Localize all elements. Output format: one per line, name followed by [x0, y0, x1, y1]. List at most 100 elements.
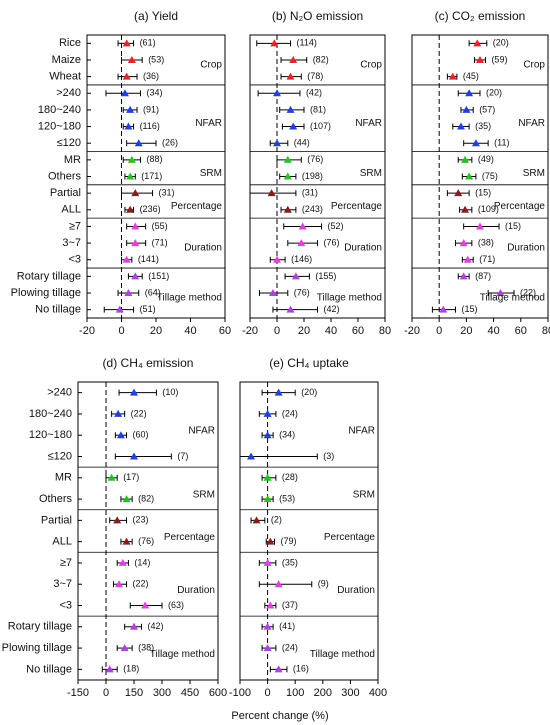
marker: [465, 172, 474, 180]
marker: [115, 580, 124, 588]
sample-size: (82): [313, 54, 329, 64]
group-label: SRM: [193, 489, 215, 500]
y-tick-label: No tillage: [35, 304, 81, 316]
marker: [122, 255, 131, 263]
marker: [461, 155, 470, 163]
sample-size: (109): [478, 204, 499, 214]
marker: [107, 473, 116, 481]
marker: [273, 139, 281, 147]
sample-size: (16): [293, 664, 309, 674]
y-tick-label: 3~7: [53, 578, 72, 590]
x-axis-label: Percent change (%): [231, 710, 328, 722]
sample-size: (236): [140, 204, 161, 214]
sample-size: (3): [323, 451, 334, 461]
marker: [263, 644, 272, 652]
sample-size: (38): [478, 237, 494, 247]
marker: [118, 558, 127, 566]
marker: [130, 388, 138, 396]
sample-size: (63): [168, 600, 184, 610]
sample-size: (36): [143, 71, 159, 81]
x-tick-label: 60: [219, 325, 231, 337]
marker: [113, 516, 122, 524]
y-tick-label: Rice: [59, 37, 81, 49]
marker: [126, 205, 135, 213]
sample-size: (151): [148, 271, 169, 281]
sample-size: (37): [282, 600, 298, 610]
group-label: Crop: [360, 60, 382, 71]
marker: [127, 155, 136, 163]
marker: [247, 452, 256, 460]
marker: [141, 601, 150, 609]
marker: [456, 122, 465, 130]
sample-size: (9): [318, 579, 329, 589]
x-tick-label: 0: [274, 325, 280, 337]
sample-size: (79): [281, 536, 297, 546]
marker: [130, 622, 138, 630]
marker: [266, 537, 275, 545]
sample-size: (53): [148, 54, 164, 64]
sample-size: (2): [271, 515, 282, 525]
marker: [298, 222, 307, 230]
panel-title: (c) CO₂ emission: [435, 9, 526, 23]
sample-size: (34): [279, 430, 295, 440]
marker: [131, 189, 140, 197]
sample-size: (42): [324, 304, 340, 314]
marker: [131, 239, 140, 247]
marker: [120, 644, 129, 652]
sample-size: (75): [482, 171, 498, 181]
x-tick-label: 400: [369, 687, 387, 699]
group-label: NFAR: [188, 426, 215, 437]
group-label: SRM: [353, 489, 375, 500]
sample-size: (198): [302, 171, 323, 181]
sample-size: (76): [307, 154, 323, 164]
sample-size: (51): [140, 304, 156, 314]
y-tick-label: Partial: [41, 514, 72, 526]
y-tick-label: 120~180: [38, 120, 81, 132]
group-label: Percentage: [171, 201, 223, 212]
y-tick-label: MR: [64, 154, 81, 166]
group-label: Duration: [507, 243, 545, 254]
sample-size: (141): [138, 254, 159, 264]
marker: [131, 272, 140, 280]
marker: [462, 105, 471, 113]
sample-size: (87): [475, 271, 491, 281]
sample-size: (243): [302, 204, 323, 214]
group-label: Tillage method: [480, 293, 545, 304]
sample-size: (18): [123, 664, 139, 674]
x-tick-label: 200: [314, 687, 332, 699]
group-label: Duration: [184, 243, 222, 254]
y-tick-label: >240: [56, 87, 81, 99]
group-label: Tillage method: [157, 293, 222, 304]
marker: [263, 622, 272, 630]
x-tick-label: 40: [487, 325, 499, 337]
marker: [116, 431, 125, 439]
y-tick-label: Rotary tillage: [17, 270, 81, 282]
sample-size: (91): [143, 104, 159, 114]
group-label: SRM: [523, 168, 545, 179]
x-tick-label: 100: [286, 687, 304, 699]
sample-size: (107): [310, 121, 331, 131]
marker: [465, 89, 474, 97]
sample-size: (78): [307, 71, 323, 81]
sample-size: (34): [146, 88, 162, 98]
marker: [291, 272, 300, 280]
marker: [270, 39, 279, 47]
group-label: Percentage: [331, 201, 383, 212]
y-tick-label: Plowing tillage: [2, 642, 72, 654]
group-label: Percentage: [164, 532, 216, 543]
y-tick-label: ≤120: [48, 450, 72, 462]
marker: [439, 305, 448, 313]
y-tick-label: <3: [59, 599, 72, 611]
panel-title: (b) N₂O emission: [272, 9, 363, 23]
y-tick-label: ALL: [52, 536, 72, 548]
sample-size: (76): [324, 237, 340, 247]
x-tick-label: -100: [229, 687, 251, 699]
marker: [496, 289, 505, 297]
x-tick-label: 80: [379, 325, 391, 337]
group-label: Percentage: [494, 201, 546, 212]
sample-size: (38): [138, 642, 154, 652]
y-tick-label: Maize: [52, 54, 81, 66]
y-tick-label: ≥7: [69, 220, 81, 232]
sample-size: (35): [282, 557, 298, 567]
y-tick-label: Others: [48, 170, 82, 182]
